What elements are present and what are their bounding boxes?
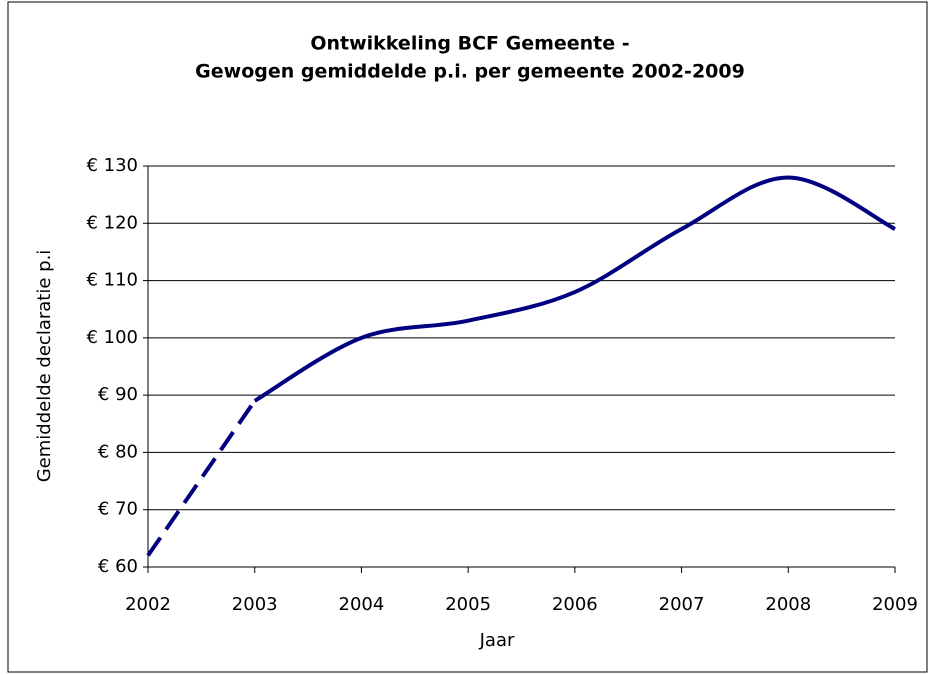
x-tick-label: 2007 [659,594,705,615]
y-tick-label: € 90 [98,384,138,405]
x-tick-label: 2004 [339,594,385,615]
x-tick-label: 2008 [765,594,811,615]
y-tick-label: € 110 [86,270,138,291]
line-series [253,175,896,403]
y-tick-label: € 60 [98,556,138,577]
y-tick-label: € 130 [86,155,138,176]
line-series [146,399,257,557]
chart-title: Ontwikkeling BCF Gemeente - [310,33,629,55]
x-tick-label: 2005 [445,594,491,615]
y-tick-label: € 70 [98,499,138,520]
chart-title: Gewogen gemiddelde p.i. per gemeente 200… [195,61,745,83]
x-tick-label: 2003 [232,594,278,615]
chart-border [7,1,928,673]
y-tick-label: € 100 [86,327,138,348]
x-tick-label: 2002 [125,594,171,615]
y-tick-label: € 80 [98,441,138,462]
y-tick-label: € 120 [86,212,138,233]
x-tick-label: 2006 [552,594,598,615]
x-axis-label: Jaar [479,630,515,651]
y-axis-label: Gemiddelde declaratie p.i [34,250,55,483]
x-tick-label: 2009 [872,594,918,615]
